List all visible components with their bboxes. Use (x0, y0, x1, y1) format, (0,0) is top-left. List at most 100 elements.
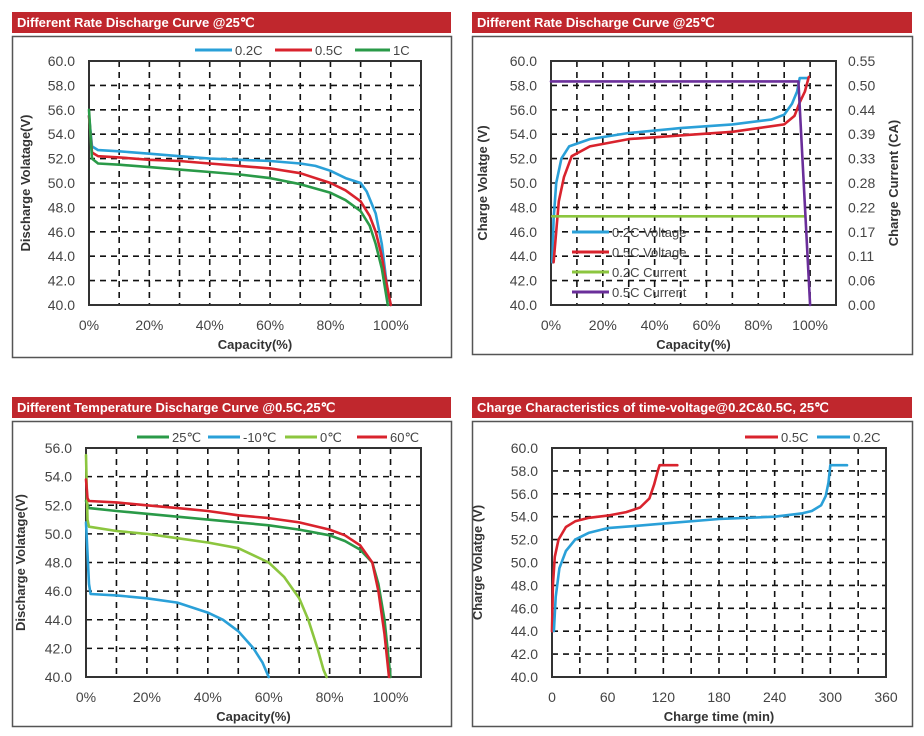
x-tick-label: 40% (196, 317, 224, 333)
x-tick-label: 0% (76, 689, 96, 705)
x-tick-label: 80% (316, 317, 344, 333)
legend-item: 60℃ (357, 430, 419, 445)
x-tick-label: 20% (133, 689, 161, 705)
x-tick-label: 100% (792, 317, 828, 333)
y2-tick-label: 0.55 (848, 53, 875, 69)
x-tick-label: 60 (600, 689, 616, 705)
y2-tick-label: 0.39 (848, 126, 875, 142)
series-line-0 (84, 453, 328, 679)
y-tick-label: 52.0 (48, 151, 75, 167)
legend-label: 1C (393, 43, 410, 58)
legend-item: 0.2C (195, 43, 262, 58)
legend-label: 60℃ (390, 430, 419, 445)
x-tick-label: 80% (744, 317, 772, 333)
y-tick-label: 54.0 (48, 126, 75, 142)
y-tick-label: 48.0 (510, 199, 537, 215)
chart-title-temperature-discharge: Different Temperature Discharge Curve @0… (12, 397, 451, 418)
y2-tick-label: 0.44 (848, 102, 875, 118)
y-tick-label: 48.0 (45, 555, 72, 571)
series-line-0.2C (87, 114, 393, 307)
y-tick-label: 50.0 (48, 175, 75, 191)
x-tick-label: 0% (541, 317, 561, 333)
chart-frame (471, 420, 914, 728)
y-tick-label: 44.0 (45, 612, 72, 628)
legend-item: 0.5C (745, 430, 808, 445)
y2-tick-label: 0.11 (848, 248, 874, 264)
series-line-1C (87, 108, 390, 307)
y-axis-label: Discharge Volatage(V) (18, 114, 33, 251)
y2-tick-label: 0.50 (848, 77, 875, 93)
y2-tick-label: 0.00 (848, 297, 875, 313)
plot-area (550, 60, 837, 306)
chart-title-rate-discharge: Different Rate Discharge Curve @25℃ (12, 12, 451, 33)
y-tick-label: 54.0 (511, 509, 538, 525)
x-tick-label: 40% (641, 317, 669, 333)
x-tick-label: 180 (707, 689, 731, 705)
x-tick-label: 60% (256, 317, 284, 333)
x-tick-label: 40% (194, 689, 222, 705)
legend-label: 0.5C (315, 43, 342, 58)
legend-label: 0.5C Voltage (612, 245, 686, 260)
y-tick-label: 52.0 (45, 497, 72, 513)
y-tick-label: 56.0 (511, 486, 538, 502)
chart-4: 40.0 42.0 44.0 46.0 48.0 50.0 52.0 54.0 56.0 58.0… (470, 420, 914, 728)
x-tick-label: 100% (373, 317, 409, 333)
y2-tick-label: 0.22 (848, 199, 875, 215)
y-tick-label: 50.0 (510, 175, 537, 191)
chart-frame (11, 420, 453, 728)
y-tick-label: 54.0 (45, 469, 72, 485)
x-tick-label: 240 (763, 689, 787, 705)
y-tick-label: 56.0 (48, 102, 75, 118)
y-tick-label: 40.0 (48, 297, 75, 313)
legend-item: -10℃ (208, 430, 276, 445)
y-tick-label: 56.0 (45, 440, 72, 456)
y-tick-label: 44.0 (511, 623, 538, 639)
legend-label: 25℃ (172, 430, 201, 445)
y2-tick-label: 0.06 (848, 273, 875, 289)
series-line-60 (84, 478, 391, 679)
series-line-0.2C (552, 463, 849, 633)
legend-item: 0℃ (285, 430, 342, 445)
y-tick-label: 46.0 (510, 224, 537, 240)
x-axis-label: Charge time (min) (664, 709, 775, 724)
y-tick-label: 58.0 (511, 463, 538, 479)
y-tick-label: 56.0 (510, 102, 537, 118)
legend-item: 0.5C (275, 43, 342, 58)
y-tick-label: 60.0 (511, 440, 538, 456)
legend-label: 0.5C (781, 430, 808, 445)
y-tick-label: 50.0 (511, 555, 538, 571)
x-tick-label: 0 (548, 689, 556, 705)
chart-3: 40.0 42.0 44.0 46.0 48.0 50.0 52.0 54.0 56.0 0% 20… (11, 420, 453, 728)
y-tick-label: 60.0 (48, 53, 75, 69)
chart-frame (471, 35, 914, 356)
y-tick-label: 54.0 (510, 126, 537, 142)
legend-item: 1C (355, 43, 410, 58)
x-tick-label: 360 (874, 689, 898, 705)
series-line--10 (84, 521, 271, 679)
y-axis-label: Charge Volatge (V) (475, 125, 490, 240)
y-tick-label: 48.0 (511, 577, 538, 593)
y2-axis-label: Charge Current (CA) (886, 120, 901, 246)
chart-title-time-voltage: Charge Characteristics of time-voltage@0… (472, 397, 912, 418)
y-tick-label: 40.0 (510, 297, 537, 313)
series-line-0.2CVoltage (550, 76, 809, 264)
y-tick-label: 58.0 (48, 77, 75, 93)
legend-label: 0.2C (235, 43, 262, 58)
x-tick-label: 300 (819, 689, 843, 705)
legend-label: 0.2C (853, 430, 880, 445)
y-tick-label: 58.0 (510, 77, 537, 93)
chart-frame (11, 35, 453, 359)
series-line-25 (84, 499, 392, 679)
legend-label: 0.2C Voltage (612, 225, 686, 240)
legend-item: 0.2C Voltage (572, 225, 686, 240)
x-tick-label: 80% (316, 689, 344, 705)
y2-tick-label: 0.33 (848, 151, 875, 167)
x-tick-label: 60% (255, 689, 283, 705)
x-tick-label: 20% (589, 317, 617, 333)
plot-area (551, 447, 887, 678)
series-line-0.5C (87, 114, 393, 307)
y-tick-label: 42.0 (45, 640, 72, 656)
legend-item: 0.2C (817, 430, 880, 445)
legend-label: 0.5C Current (612, 285, 687, 300)
